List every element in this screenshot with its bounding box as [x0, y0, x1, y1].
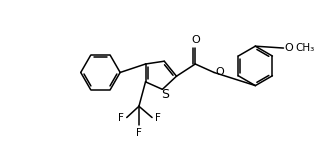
Text: O: O [191, 35, 200, 45]
Text: O: O [284, 43, 293, 53]
Text: F: F [136, 128, 142, 138]
Text: S: S [161, 88, 169, 100]
Text: F: F [155, 113, 161, 123]
Text: F: F [118, 113, 124, 123]
Text: O: O [215, 67, 224, 77]
Text: CH₃: CH₃ [296, 43, 314, 53]
